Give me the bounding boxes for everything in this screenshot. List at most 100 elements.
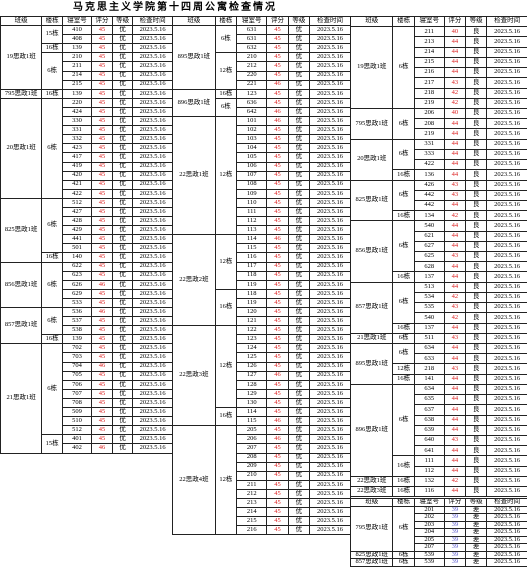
building-cell: 16栋 xyxy=(215,408,236,426)
time-cell: 2023.5.16 xyxy=(310,253,351,262)
room-cell: 540 xyxy=(414,221,444,231)
score-cell: 44 xyxy=(444,384,465,394)
time-cell: 2023.5.16 xyxy=(133,162,173,171)
score-cell: 44 xyxy=(444,446,465,456)
score-cell: 45 xyxy=(267,498,288,507)
room-cell: 124 xyxy=(237,344,267,353)
score-cell: 44 xyxy=(444,456,465,466)
time-cell: 2023.5.16 xyxy=(133,35,173,44)
grade-cell: 优 xyxy=(288,289,309,298)
header-cell: 班级 xyxy=(351,499,393,507)
building-cell: 16栋 xyxy=(215,89,236,98)
grade-cell: 优 xyxy=(112,380,133,389)
header-cell: 评分 xyxy=(267,17,288,26)
time-cell: 2023.5.16 xyxy=(310,226,351,235)
room-cell: 119 xyxy=(237,280,267,289)
time-cell: 2023.5.16 xyxy=(487,425,527,435)
grade-cell: 差 xyxy=(466,551,487,559)
grade-cell: 优 xyxy=(112,280,133,289)
grade-cell: 优 xyxy=(288,471,309,480)
score-cell: 45 xyxy=(92,71,113,80)
score-cell: 45 xyxy=(267,344,288,353)
score-cell: 44 xyxy=(444,129,465,139)
room-cell: 130 xyxy=(237,398,267,407)
score-cell: 44 xyxy=(444,374,465,384)
grade-cell: 良 xyxy=(466,160,487,170)
room-cell: 114 xyxy=(237,408,267,417)
time-cell: 2023.5.16 xyxy=(310,526,351,535)
building-cell: 6栋 xyxy=(393,221,414,272)
score-cell: 44 xyxy=(444,282,465,292)
score-cell: 44 xyxy=(444,37,465,47)
grade-cell: 良 xyxy=(466,88,487,98)
time-cell: 2023.5.16 xyxy=(310,171,351,180)
room-cell: 331 xyxy=(414,139,444,149)
header-cell: 寝室号 xyxy=(237,17,267,26)
score-cell: 45 xyxy=(92,335,113,344)
room-cell: 215 xyxy=(62,80,91,89)
time-cell: 2023.5.16 xyxy=(133,435,173,444)
score-cell: 45 xyxy=(267,289,288,298)
time-cell: 2023.5.16 xyxy=(310,371,351,380)
room-cell: 429 xyxy=(62,226,91,235)
room-cell: 111 xyxy=(414,456,444,466)
room-cell: 540 xyxy=(414,313,444,323)
building-cell: 16栋 xyxy=(393,374,414,384)
class-cell: 22思政1班 xyxy=(173,117,216,235)
room-cell: 428 xyxy=(62,217,91,226)
time-cell: 2023.5.16 xyxy=(487,211,527,221)
building-cell: 12栋 xyxy=(215,326,236,408)
grade-cell: 优 xyxy=(112,44,133,53)
score-cell: 45 xyxy=(92,371,113,380)
time-cell: 2023.5.16 xyxy=(487,506,527,514)
grade-cell: 优 xyxy=(112,271,133,280)
time-cell: 2023.5.16 xyxy=(133,171,173,180)
score-cell: 45 xyxy=(92,117,113,126)
grade-cell: 优 xyxy=(288,444,309,453)
room-cell: 631 xyxy=(237,26,267,35)
room-cell: 427 xyxy=(62,207,91,216)
room-cell: 707 xyxy=(62,389,91,398)
room-cell: 631 xyxy=(237,35,267,44)
grade-cell: 良 xyxy=(466,456,487,466)
time-cell: 2023.5.16 xyxy=(487,415,527,425)
time-cell: 2023.5.16 xyxy=(310,471,351,480)
score-cell: 43 xyxy=(444,180,465,190)
room-cell: 129 xyxy=(237,389,267,398)
time-cell: 2023.5.16 xyxy=(310,107,351,116)
grade-cell: 良 xyxy=(466,57,487,67)
grade-cell: 优 xyxy=(288,426,309,435)
grade-cell: 优 xyxy=(112,426,133,435)
time-cell: 2023.5.16 xyxy=(310,398,351,407)
time-cell: 2023.5.16 xyxy=(487,57,527,67)
room-cell: 642 xyxy=(237,107,267,116)
room-cell: 127 xyxy=(237,371,267,380)
grade-cell: 良 xyxy=(466,374,487,384)
time-cell: 2023.5.16 xyxy=(310,444,351,453)
room-cell: 110 xyxy=(237,198,267,207)
score-cell: 45 xyxy=(267,317,288,326)
time-cell: 2023.5.16 xyxy=(133,280,173,289)
time-cell: 2023.5.16 xyxy=(487,160,527,170)
time-cell: 2023.5.16 xyxy=(310,353,351,362)
class-cell: 857思政1班 xyxy=(1,308,42,344)
class-cell: 825思政1班 xyxy=(1,198,42,262)
time-cell: 2023.5.16 xyxy=(487,221,527,231)
building-cell: 12栋 xyxy=(215,235,236,290)
room-cell: 112 xyxy=(414,466,444,476)
grade-cell: 优 xyxy=(288,107,309,116)
class-cell: 22思政2班 xyxy=(173,235,216,326)
time-cell: 2023.5.16 xyxy=(310,453,351,462)
score-cell: 45 xyxy=(267,207,288,216)
time-cell: 2023.5.16 xyxy=(487,98,527,108)
time-cell: 2023.5.16 xyxy=(310,480,351,489)
class-cell: 896思政1班 xyxy=(351,384,393,476)
grade-cell: 优 xyxy=(112,71,133,80)
time-cell: 2023.5.16 xyxy=(487,129,527,139)
